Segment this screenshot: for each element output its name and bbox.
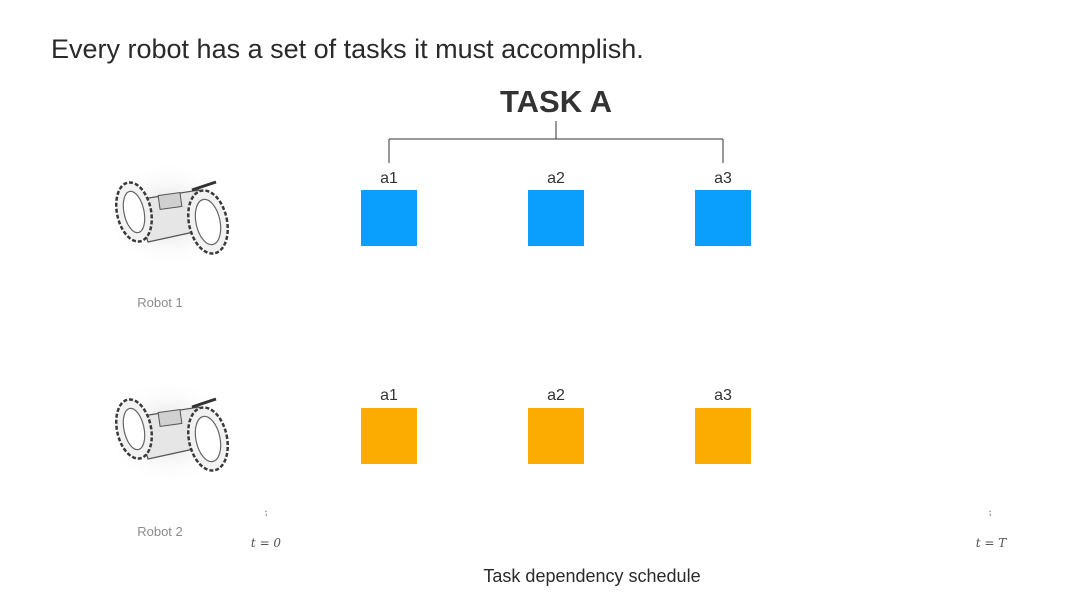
robot-1-subtask-a1-box (361, 190, 417, 246)
timeline-end-label: t = T (975, 536, 1007, 550)
robot-2-subtask-a2-box (528, 408, 584, 464)
robot-1-subtask-a2-label: a2 (547, 170, 565, 187)
robot-1-subtask-a3-label: a3 (714, 170, 732, 187)
robot-2-subtask-a3-box (695, 408, 751, 464)
robot-1-subtask-a2-box (528, 190, 584, 246)
robot-2-subtask-a2-label: a2 (547, 387, 565, 404)
robot-2-subtask-a1-label: a1 (380, 387, 398, 404)
timeline-end-tick: ⁏ (988, 508, 992, 518)
timeline-start-label: t = 0 (250, 536, 282, 550)
robot-1-subtask-a3-box (695, 190, 751, 246)
robot-rover-icon (105, 378, 233, 486)
robot-2-subtask-a3-label: a3 (714, 387, 732, 404)
robot-2-subtask-a1-box (361, 408, 417, 464)
timeline-start-tick: ⁏ (264, 508, 268, 518)
robot-rover-icon (105, 161, 233, 269)
robot-1-label: Robot 1 (137, 295, 183, 310)
task-title: TASK A (500, 84, 612, 119)
slide-headline: Every robot has a set of tasks it must a… (51, 34, 644, 64)
robot-2-label: Robot 2 (137, 524, 183, 539)
schedule-caption: Task dependency schedule (483, 566, 701, 586)
robot-1-subtask-a1-label: a1 (380, 170, 398, 187)
